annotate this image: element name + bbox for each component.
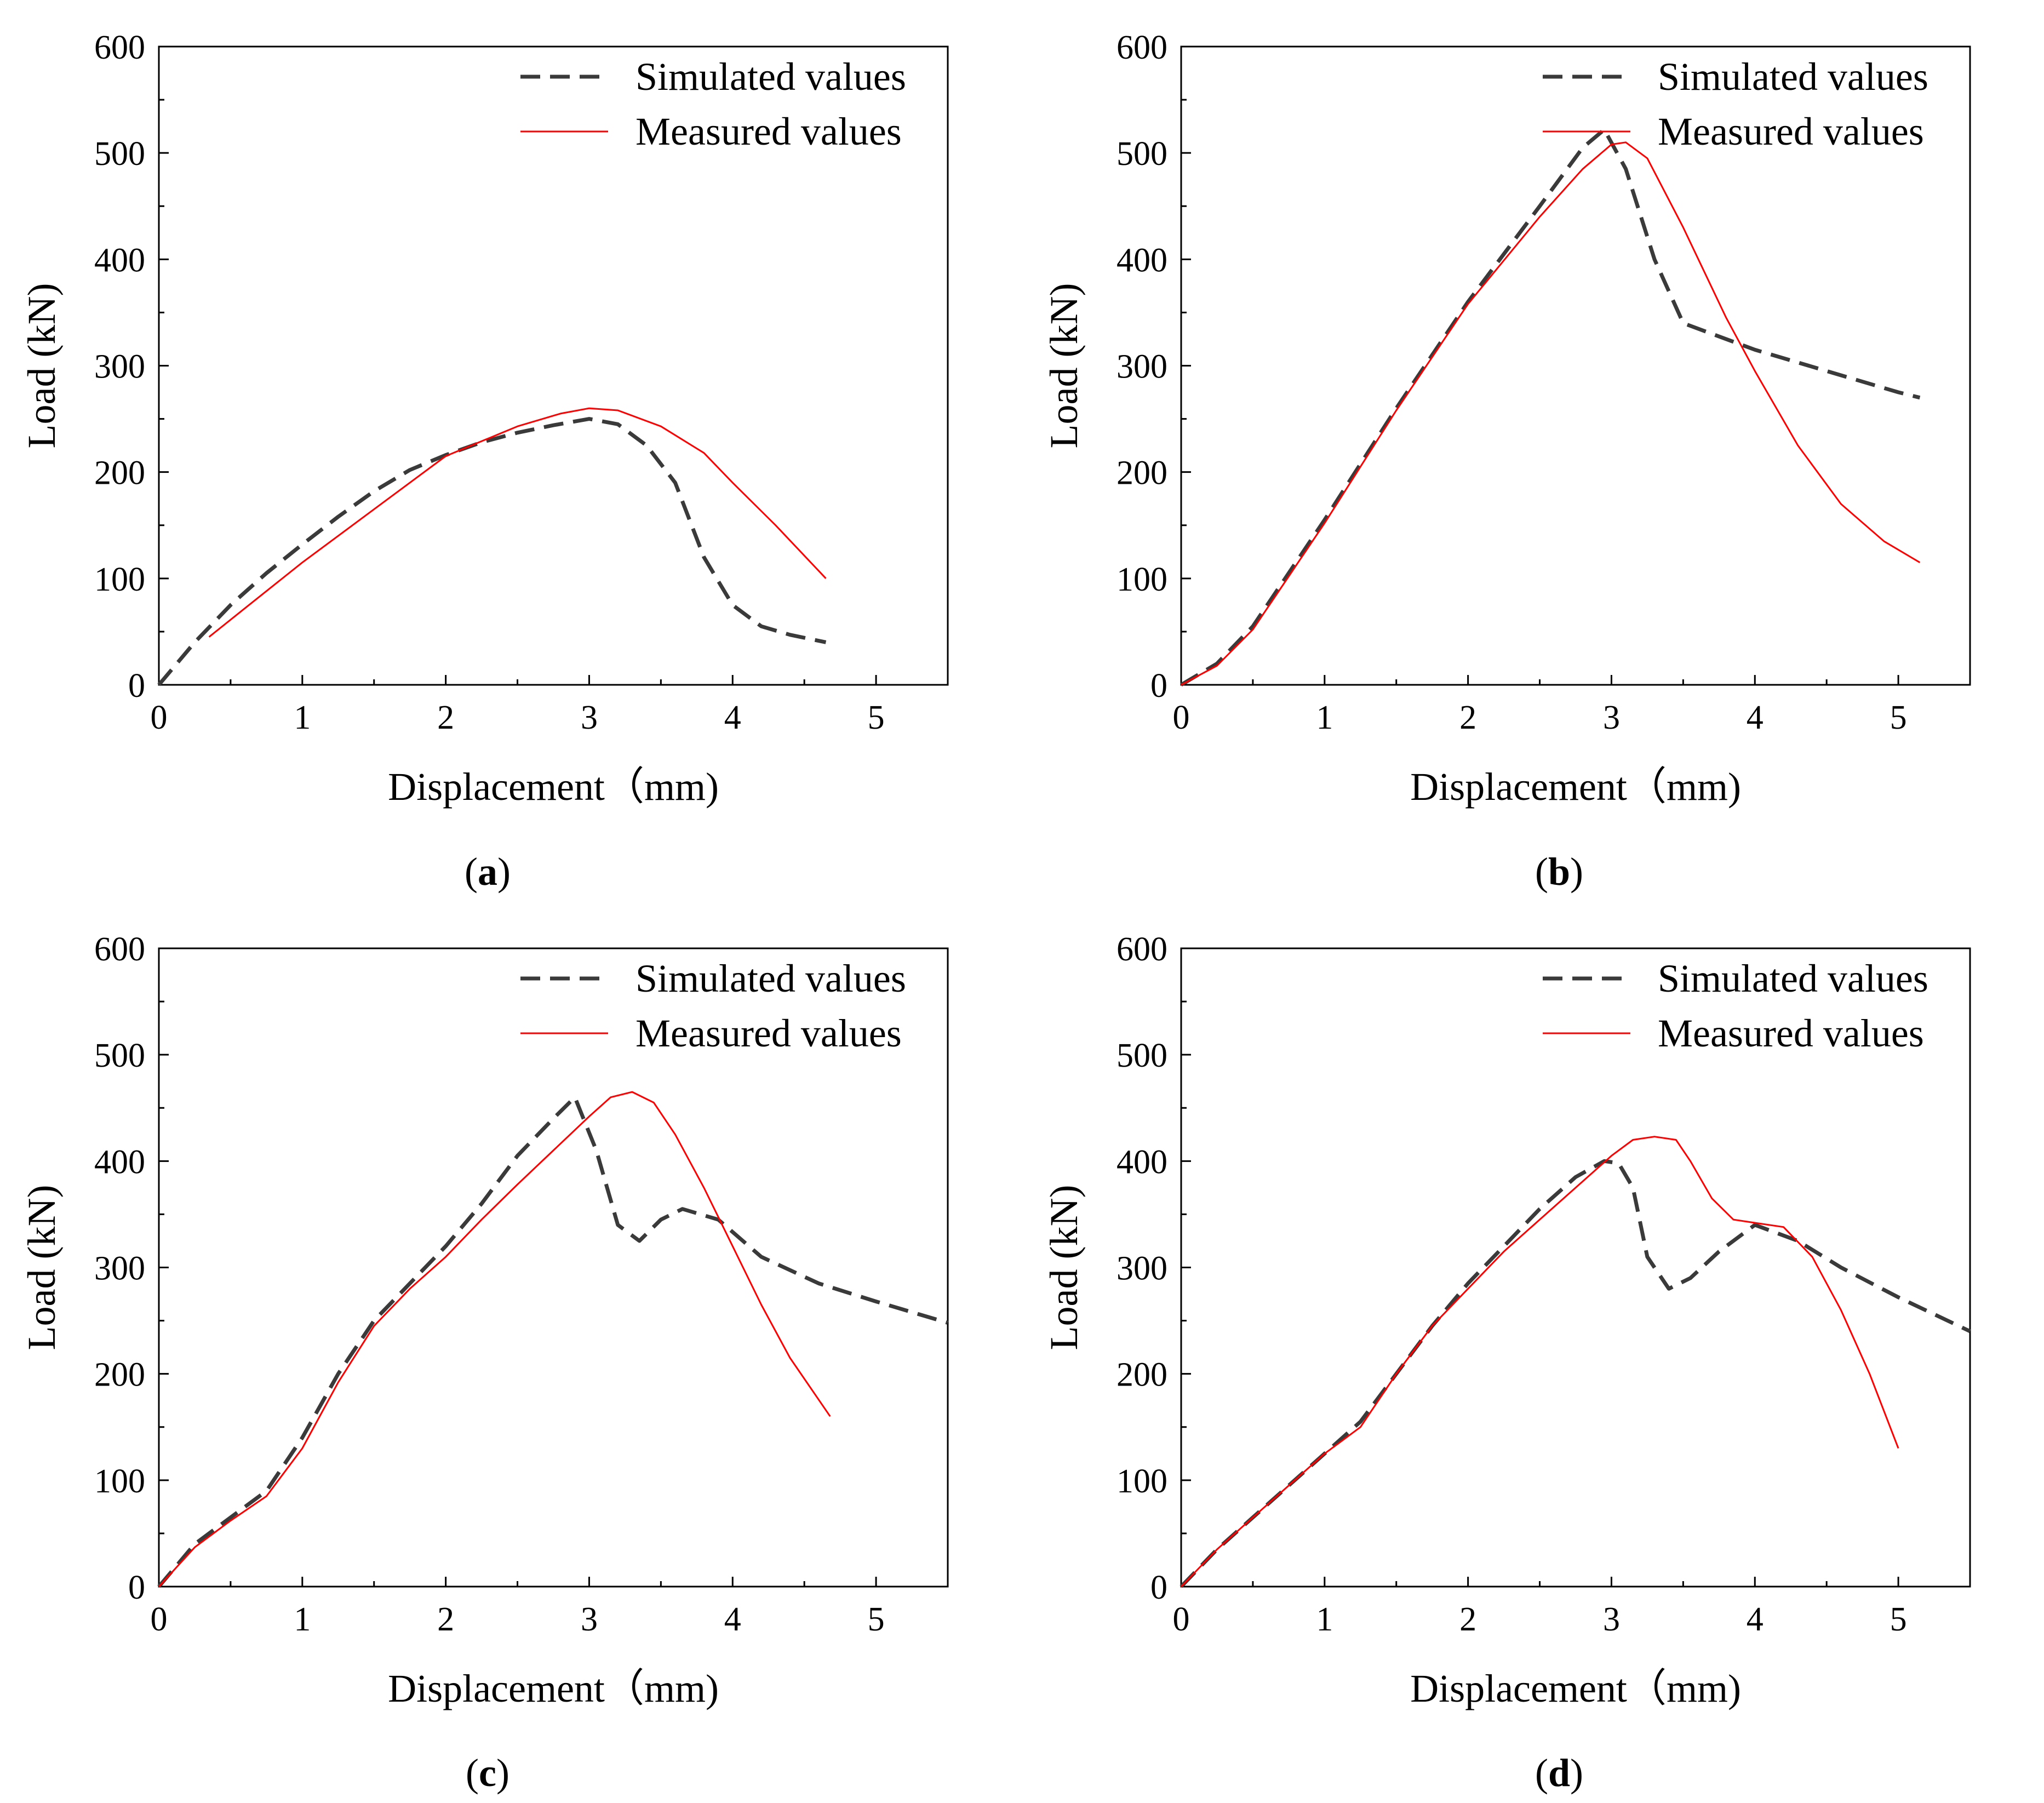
x-tick-label: 1 [294,699,311,736]
y-axis-title: Load (kN) [20,283,64,449]
y-tick-label: 300 [1117,1250,1167,1287]
y-tick-label: 100 [1117,1463,1167,1500]
chart-panel-a: 0 1 2 3 4 5 0 100 200 300 400 500 600 Displacement（mm… [0,0,1022,901]
chart-panel-b: 0 1 2 3 4 5 0 100 200 300 400 500 600 Displacement（mm… [1022,0,2044,901]
x-tick-label: 3 [1603,699,1620,736]
legend-measured-label: Measured values [635,110,902,153]
chart-svg-a: 0 1 2 3 4 5 0 100 200 300 400 500 600 Displacement（mm… [20,29,949,809]
y-tick-label: 300 [94,1250,145,1287]
y-tick-label: 0 [128,667,145,705]
y-tick-label: 100 [94,1463,145,1500]
y-tick-label: 300 [94,348,145,386]
y-tick-label: 500 [1117,1037,1167,1074]
x-tick-label: 2 [437,1601,454,1638]
x-tick-label: 5 [868,1601,885,1638]
simulated-series-line [1180,1159,1971,1588]
caption-a: (a) [465,850,511,894]
x-tick-label: 0 [151,699,168,736]
x-tick-label: 1 [1316,699,1333,736]
chart-svg-c: 0 1 2 3 4 5 0 100 200 300 400 500 600 Displacement（mm… [20,931,949,1710]
measured-series-line [1181,141,1921,686]
x-tick-label: 3 [581,699,598,736]
y-tick-label: 400 [94,242,145,279]
simulated-series-line [157,417,827,686]
y-tick-label: 600 [1117,931,1167,968]
y-tick-label: 600 [1117,29,1167,66]
caption-b: (b) [1535,850,1583,894]
measured-series-line [1180,1136,1899,1588]
simulated-series-line [1180,128,1921,687]
y-tick-label: 200 [1117,455,1167,492]
y-tick-label: 0 [128,1569,145,1606]
y-tick-label: 500 [94,1037,145,1074]
x-axis-title: Displacement（mm) [388,765,719,809]
caption-d: (d) [1535,1751,1583,1795]
x-tick-label: 2 [437,699,454,736]
x-tick-label: 0 [1173,699,1190,736]
y-tick-label: 200 [1117,1356,1167,1394]
x-tick-label: 4 [724,699,741,736]
y-tick-label: 500 [1117,135,1167,173]
x-tick-label: 5 [1890,1601,1907,1638]
simulated-series-line [157,1095,948,1588]
x-tick-label: 1 [1316,1601,1333,1638]
y-tick-label: 400 [1117,1143,1167,1181]
legend-simulated-label: Simulated values [635,957,906,1000]
caption-c: (c) [466,1751,509,1795]
y-tick-label: 100 [94,561,145,598]
y-axis-title: Load (kN) [1042,1185,1086,1350]
chart-panel-d: 0 1 2 3 4 5 0 100 200 300 400 500 600 Displacement（mm… [1022,902,2044,1803]
x-tick-label: 5 [1890,699,1907,736]
y-tick-label: 100 [1117,561,1167,598]
legend-measured-label: Measured values [1658,1011,1924,1055]
x-axis-title: Displacement（mm) [1410,1667,1741,1710]
y-axis-title: Load (kN) [20,1185,64,1350]
y-tick-label: 400 [94,1143,145,1181]
y-tick-label: 0 [1150,1569,1167,1606]
y-tick-label: 600 [94,29,145,66]
chart-panel-c: 0 1 2 3 4 5 0 100 200 300 400 500 600 Displacement（mm… [0,902,1022,1803]
y-tick-label: 500 [94,135,145,173]
measured-series-line [158,1091,831,1588]
x-tick-label: 5 [868,699,885,736]
x-tick-label: 0 [151,1601,168,1638]
y-tick-label: 600 [94,931,145,968]
measured-series-line [208,407,827,638]
x-tick-label: 4 [1747,1601,1764,1638]
x-tick-label: 2 [1459,1601,1476,1638]
legend-simulated-label: Simulated values [1658,957,1928,1000]
y-tick-label: 200 [94,455,145,492]
legend-simulated-label: Simulated values [635,55,906,99]
x-tick-label: 2 [1459,699,1476,736]
x-tick-label: 3 [581,1601,598,1638]
y-tick-label: 300 [1117,348,1167,386]
x-axis-title: Displacement（mm) [388,1667,719,1710]
x-tick-label: 3 [1603,1601,1620,1638]
y-tick-label: 200 [94,1356,145,1394]
x-tick-label: 1 [294,1601,311,1638]
legend-measured-label: Measured values [635,1011,902,1055]
legend-simulated-label: Simulated values [1658,55,1928,99]
x-tick-label: 4 [724,1601,741,1638]
chart-svg-b: 0 1 2 3 4 5 0 100 200 300 400 500 600 Displacement（mm… [1042,29,1971,809]
x-tick-label: 0 [1173,1601,1190,1638]
legend-measured-label: Measured values [1658,110,1924,153]
y-axis-title: Load (kN) [1042,283,1086,449]
chart-svg-d: 0 1 2 3 4 5 0 100 200 300 400 500 600 Displacement（mm… [1042,931,1971,1710]
y-tick-label: 400 [1117,242,1167,279]
y-tick-label: 0 [1150,667,1167,705]
x-tick-label: 4 [1747,699,1764,736]
x-axis-title: Displacement（mm) [1410,765,1741,809]
